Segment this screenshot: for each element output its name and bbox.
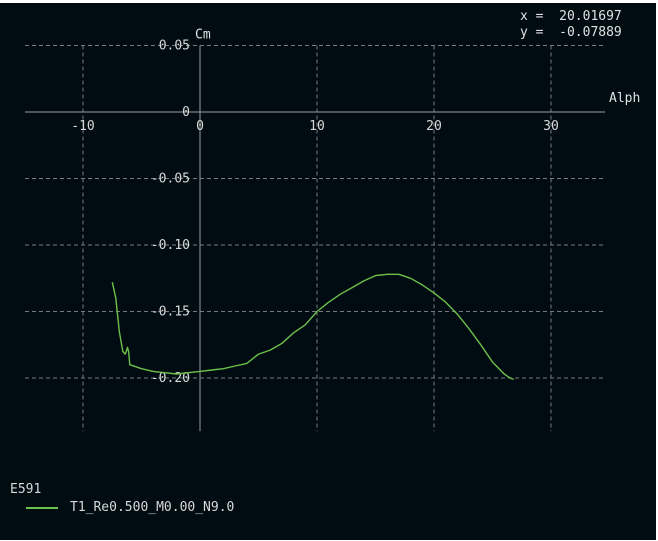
chart-svg: -10 0 10 20 30 0.05 0 -0.05 -0.10 -0.15 -0.20 Cm Alp… [25,28,640,432]
readout-y-label: y = [520,25,544,40]
y-tick-label: -0.05 [151,172,190,187]
x-tick-label: 30 [543,119,559,134]
x-tick-label: 10 [309,119,325,134]
y-tick-label: 0 [182,105,190,120]
series-line [111,273,514,380]
legend-swatch [26,506,58,509]
plot-area[interactable]: -10 0 10 20 30 0.05 0 -0.05 -0.10 -0.15 -0.20 Cm Alp… [0,3,656,540]
readout-y-value: -0.07889 [559,25,622,40]
x-tick-label: -10 [71,119,94,134]
readout-x-row: x = 20.01697 [520,9,622,25]
legend: E591 T1_Re0.500_M0.00_N9.0 [10,482,234,515]
x-tick-label: 0 [196,119,204,134]
y-tick-label: -0.10 [151,238,190,253]
legend-title: E591 [10,482,42,497]
legend-entry: T1_Re0.500_M0.00_N9.0 [10,500,234,515]
readout-x-label: x = [520,9,544,24]
y-tick-label: -0.20 [151,371,190,386]
y-axis-label: Cm [195,28,211,43]
readout-x-value: 20.01697 [559,9,622,24]
y-tick-label: 0.05 [159,39,190,54]
readout-y-row: y = -0.07889 [520,25,622,41]
legend-entry-label: T1_Re0.500_M0.00_N9.0 [70,500,235,515]
x-axis-label: Alph [609,91,640,106]
x-tick-label: 20 [426,119,442,134]
cursor-readout: x = 20.01697 y = -0.07889 [520,9,622,41]
y-tick-label: -0.15 [151,305,190,320]
